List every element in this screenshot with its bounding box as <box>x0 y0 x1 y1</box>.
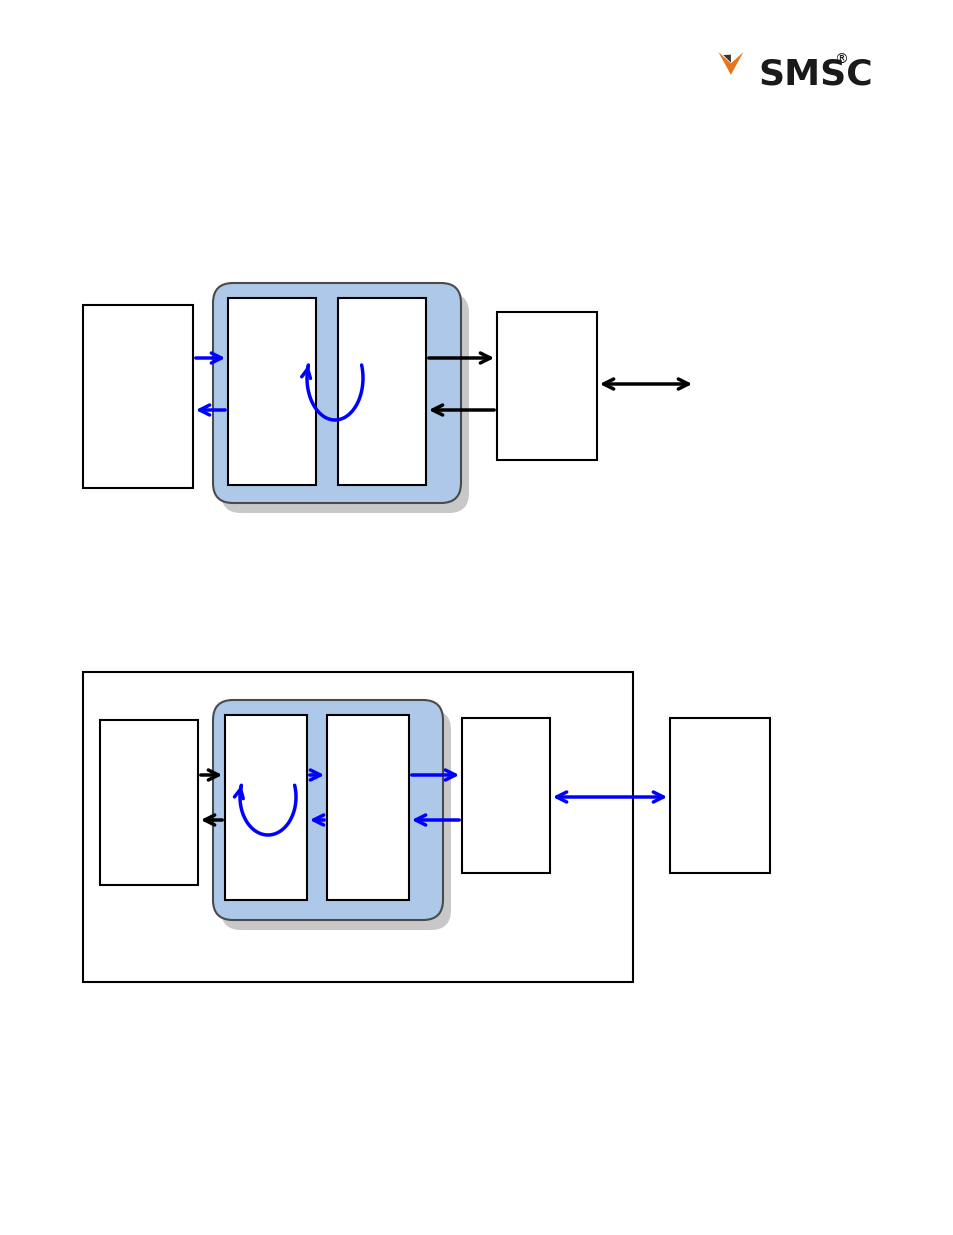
Polygon shape <box>718 52 742 75</box>
Text: SMSC: SMSC <box>758 57 872 91</box>
Bar <box>497 312 597 459</box>
Bar <box>461 718 550 873</box>
Bar <box>669 718 769 873</box>
Bar <box>83 305 193 488</box>
Bar <box>83 672 633 982</box>
Bar <box>225 715 307 900</box>
Polygon shape <box>722 54 730 63</box>
Bar <box>228 298 315 485</box>
Bar <box>337 298 426 485</box>
Bar <box>100 720 198 885</box>
FancyBboxPatch shape <box>221 710 451 930</box>
FancyBboxPatch shape <box>213 283 460 503</box>
Text: ®: ® <box>833 53 847 67</box>
Bar <box>327 715 409 900</box>
FancyBboxPatch shape <box>221 293 469 513</box>
FancyBboxPatch shape <box>213 700 442 920</box>
